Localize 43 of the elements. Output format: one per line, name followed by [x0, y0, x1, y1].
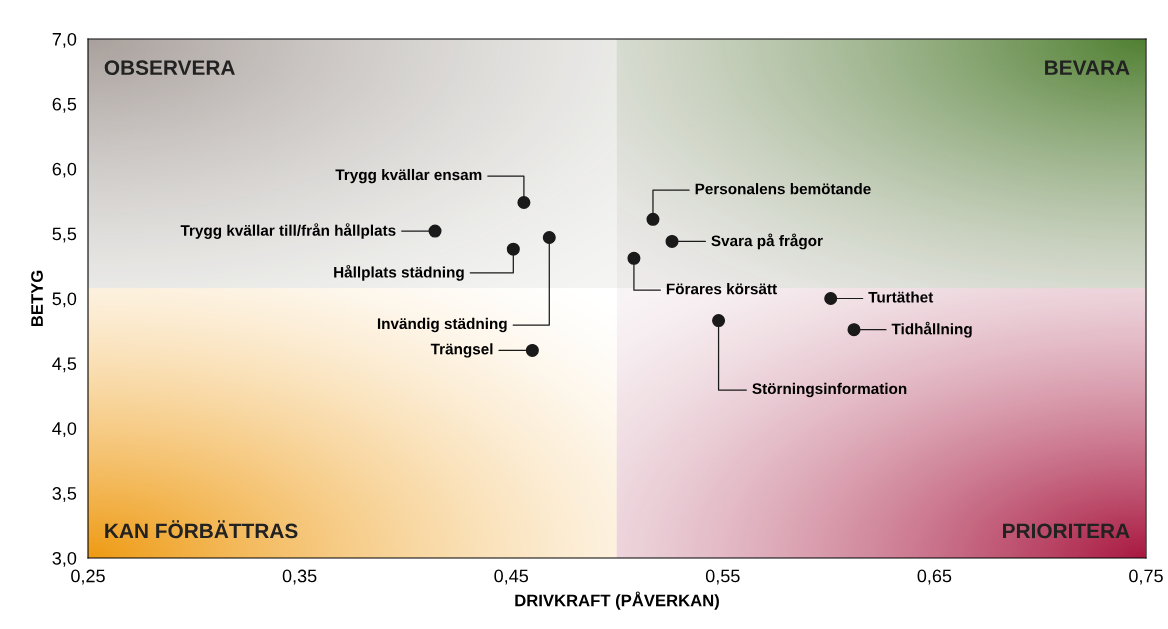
y-tick-label: 7,0 — [52, 32, 77, 48]
annotation: KAN FÖRBÄTTRAS — [105, 520, 298, 539]
point — [712, 314, 726, 328]
x-tick-label: 0,55 — [705, 569, 740, 585]
annotation: BEVARA — [1045, 60, 1130, 75]
point — [847, 323, 861, 337]
point — [824, 291, 838, 306]
annotation: OBSERVERA — [104, 60, 235, 76]
x-tick-label: 0,75 — [1129, 569, 1163, 585]
annotation: Tidhållning — [891, 321, 972, 338]
annotation: Förares körsätt — [666, 283, 777, 295]
point — [428, 224, 442, 238]
point — [627, 251, 641, 265]
y-tick-label: 6,5 — [52, 97, 77, 113]
point — [506, 242, 520, 256]
point — [665, 234, 679, 248]
annotation: Trygg kvällar till/från hållplats — [180, 223, 396, 239]
point — [525, 343, 539, 357]
annotation: Turtäthet — [868, 291, 934, 303]
point — [542, 231, 556, 245]
y-tick-label: 5,5 — [52, 227, 77, 243]
annotation: Hållplats städning — [334, 264, 464, 281]
annotation: PRIORITERA — [1003, 523, 1130, 539]
x-tick-label: 0,25 — [71, 569, 105, 585]
point — [517, 195, 531, 209]
y-tick-label: 4,5 — [52, 357, 77, 373]
annotation: Trygg kvällar ensam — [335, 168, 482, 184]
point — [646, 212, 660, 226]
y-tick-label: 3,5 — [52, 487, 77, 502]
annotation: Störningsinformation — [752, 382, 907, 398]
annotation: Invändig städning — [377, 317, 507, 333]
y-tick-label: 6,0 — [52, 162, 77, 178]
annotation: Trängsel — [430, 343, 493, 358]
y-tick-label: 4,0 — [52, 422, 77, 438]
x-tick-label: 0,65 — [917, 569, 952, 585]
y-tick-label: 3,0 — [52, 551, 77, 567]
y-tick-label: 5,0 — [52, 292, 77, 308]
x-tick-label: 0,45 — [494, 569, 529, 585]
y-axis-title: BETYG — [31, 270, 43, 327]
annotation: Svara på frågor — [711, 233, 823, 250]
annotation: Personalens bemötande — [695, 183, 871, 195]
x-axis-title: DRIVKRAFT (PÅVERKAN) — [515, 591, 719, 610]
x-tick-label: 0,35 — [282, 569, 317, 585]
